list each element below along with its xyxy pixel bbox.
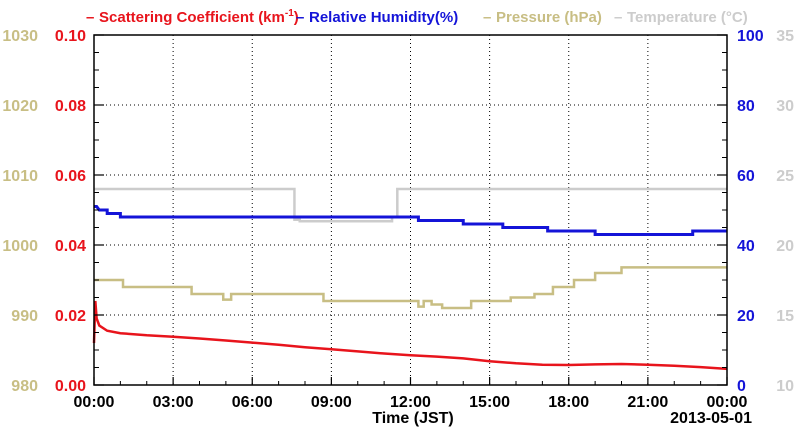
y-tick-label-rh: 20 bbox=[737, 308, 755, 325]
y-tick-label-scat: 0.00 bbox=[55, 378, 86, 395]
y-tick-label-rh: 60 bbox=[737, 168, 755, 185]
y-tick-label-pres: 1010 bbox=[2, 168, 38, 185]
y-tick-label-rh: 80 bbox=[737, 98, 755, 115]
x-tick-label: 12:00 bbox=[390, 394, 431, 411]
y-tick-label-scat: 0.06 bbox=[55, 168, 86, 185]
y-tick-label-temp: 15 bbox=[776, 308, 794, 325]
legend-scat-close: ) bbox=[294, 9, 299, 26]
legend: – Scattering Coefficient (km-1) – Relati… bbox=[86, 8, 748, 26]
y-tick-label-rh: 40 bbox=[737, 238, 755, 255]
x-tick-label: 09:00 bbox=[311, 394, 352, 411]
y-tick-label-temp: 25 bbox=[776, 168, 794, 185]
y-tick-label-temp: 35 bbox=[776, 28, 794, 45]
x-tick-label: 06:00 bbox=[232, 394, 273, 411]
legend-rh: Relative Humidity(%) bbox=[309, 9, 458, 26]
legend-scat: Scattering Coefficient (km-1) bbox=[99, 8, 299, 26]
legend-dash-scat: – bbox=[86, 9, 94, 26]
date-label: 2013-05-01 bbox=[670, 410, 752, 427]
legend-pres: Pressure (hPa) bbox=[496, 9, 602, 26]
y-tick-label-scat: 0.10 bbox=[55, 28, 86, 45]
x-axis-title: Time (JST) bbox=[372, 410, 454, 427]
y-tick-label-pres: 1030 bbox=[2, 28, 38, 45]
tick-labels: 00:00 03:00 06:00 09:00 12:00 15:00 18:00 21:00… bbox=[2, 28, 794, 411]
y-tick-label-pres: 1020 bbox=[2, 98, 38, 115]
legend-dash-pres: – bbox=[483, 9, 491, 26]
y-tick-label-scat: 0.08 bbox=[55, 98, 86, 115]
legend-dash-rh: – bbox=[296, 9, 304, 26]
x-tick-label: 00:00 bbox=[74, 394, 115, 411]
legend-temp: Temperature (°C) bbox=[627, 9, 748, 26]
legend-scat-sup: -1 bbox=[285, 8, 294, 19]
grid bbox=[94, 35, 727, 385]
y-tick-label-temp: 30 bbox=[776, 98, 794, 115]
series-line-rh bbox=[94, 205, 727, 236]
series-line-temp bbox=[94, 187, 727, 223]
legend-dash-temp: – bbox=[614, 9, 622, 26]
y-tick-label-pres: 990 bbox=[11, 308, 38, 325]
y-tick-label-scat: 0.02 bbox=[55, 308, 86, 325]
tick-marks bbox=[93, 34, 728, 386]
y-tick-label-pres: 980 bbox=[11, 378, 38, 395]
y-tick-label-scat: 0.04 bbox=[55, 238, 86, 255]
series-line-scat bbox=[92, 300, 728, 371]
x-tick-label: 03:00 bbox=[153, 394, 194, 411]
legend-scat-text: Scattering Coefficient (km bbox=[99, 9, 285, 26]
series-layer bbox=[92, 187, 728, 371]
y-tick-label-temp: 10 bbox=[776, 378, 794, 395]
y-tick-label-rh: 100 bbox=[737, 28, 764, 45]
x-tick-label: 00:00 bbox=[707, 394, 748, 411]
y-tick-label-pres: 1000 bbox=[2, 238, 38, 255]
y-tick-label-rh: 0 bbox=[737, 378, 746, 395]
series-line-pres bbox=[94, 266, 727, 310]
x-tick-label: 18:00 bbox=[548, 394, 589, 411]
x-tick-label: 21:00 bbox=[627, 394, 668, 411]
x-tick-label: 15:00 bbox=[469, 394, 510, 411]
y-tick-label-temp: 20 bbox=[776, 238, 794, 255]
